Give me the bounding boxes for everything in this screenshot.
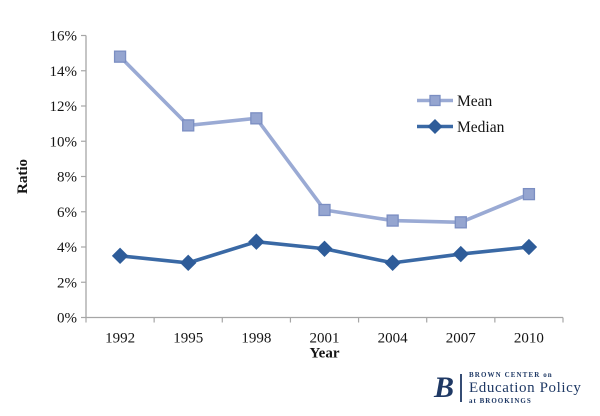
logo-separator-bar: [460, 374, 463, 403]
median-marker: [316, 240, 333, 257]
y-axis-title: Ratio: [15, 159, 31, 194]
x-tick-label: 1992: [105, 331, 135, 347]
logo-education-policy-line: Education Policy: [469, 379, 582, 396]
x-axis-title: Year: [310, 346, 340, 362]
legend-label-median: Median: [457, 119, 505, 136]
mean-marker: [454, 216, 467, 229]
legend-label-mean: Mean: [457, 93, 493, 110]
y-tick-label: 4%: [57, 240, 77, 256]
y-tick-label: 16%: [50, 29, 78, 45]
x-tick-label: 2007: [446, 331, 477, 347]
median-marker: [520, 238, 538, 256]
mean-marker: [182, 119, 195, 132]
logo-brown-center-line: BROWN CENTER on: [469, 371, 553, 379]
mean-marker: [522, 187, 536, 201]
brookings-logo: B BROWN CENTER on Education Policy at BR…: [434, 371, 582, 405]
mean-marker: [113, 50, 127, 63]
y-tick-label: 2%: [57, 275, 77, 291]
mean-marker: [250, 112, 263, 125]
y-tick-label: 12%: [50, 99, 78, 115]
logo-text-block: BROWN CENTER on Education Policy at BROO…: [469, 371, 582, 405]
x-tick-label: 2004: [378, 331, 409, 347]
mean-marker: [318, 203, 331, 217]
x-tick-label: 2010: [514, 331, 544, 347]
median-marker: [111, 247, 129, 265]
legend-item-mean: Mean: [417, 93, 493, 110]
legend: Mean Median: [417, 93, 505, 136]
median-marker: [384, 254, 401, 272]
y-tick-label: 14%: [50, 64, 78, 80]
y-tick-label: 8%: [57, 170, 77, 186]
x-tick-label: 1995: [173, 331, 203, 347]
x-tick-label: 1998: [241, 331, 271, 347]
mean-marker: [386, 214, 399, 227]
mean-line: [118, 55, 530, 225]
median-marker: [180, 254, 197, 272]
y-tick-label: 0%: [57, 311, 77, 327]
x-tick-label: 2001: [310, 331, 340, 347]
legend-mean-marker: [429, 94, 441, 107]
y-tick-label: 6%: [57, 205, 77, 221]
y-tick-label: 10%: [50, 134, 78, 150]
brookings-monogram: B: [434, 371, 455, 405]
legend-median-marker: [427, 118, 443, 135]
median-marker: [452, 245, 469, 263]
median-marker: [248, 233, 265, 250]
logo-at-brookings-line: at BROOKINGS: [469, 397, 532, 406]
